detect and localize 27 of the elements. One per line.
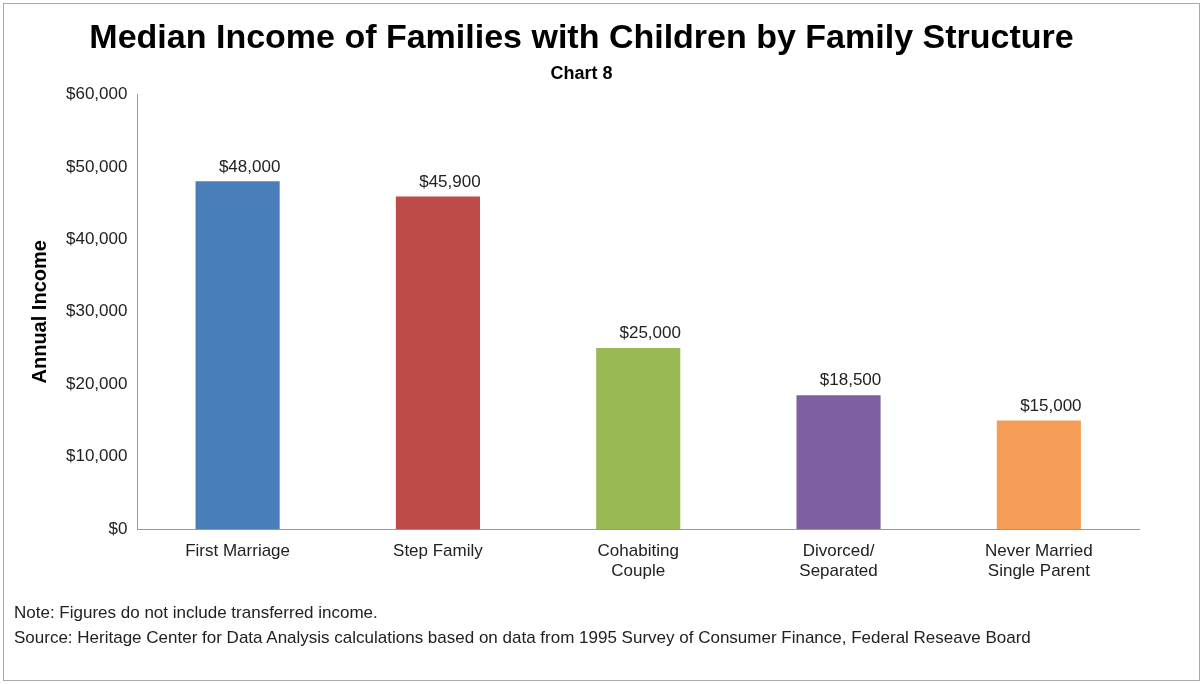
bar [195,181,280,530]
x-tick-label: First Marriage [185,541,291,561]
data-label: $48,000 [218,156,281,176]
y-tick-label: $0 [108,518,128,538]
data-label: $25,000 [619,323,681,343]
y-tick-label: $60,000 [66,84,128,104]
y-axis-title: Annual Income [27,240,50,384]
data-label: $45,900 [419,171,481,191]
y-tick-label: $50,000 [66,156,128,176]
y-tick-label: $10,000 [66,446,128,466]
x-tick-label: Step Family [393,541,484,561]
y-tick-label: $20,000 [66,373,128,393]
data-label: $15,000 [1020,395,1082,415]
x-tick-label: Never Married Single Parent [984,541,1093,581]
x-tick-label: Divorced/Separated [799,541,878,581]
bar [596,348,681,530]
bar [996,420,1081,530]
x-tick-label: Cohabiting Couple [597,541,679,581]
bar [796,395,881,530]
y-tick-label: $30,000 [66,301,128,321]
y-tick-label: $40,000 [66,229,128,249]
chart-subtitle: Chart 8 [550,62,613,83]
text: Note: Figures do not include transferred income. [14,602,379,624]
source-note: Source: Heritage Center for Data Analysis calculations based on data from 1995 Survey of Consumer Finance, Federal Reseave Board [14,627,1032,649]
chart-title: Median Income of Families with Children by Family Structure [89,16,1074,55]
bar [395,196,480,530]
data-label: $18,500 [819,370,882,390]
